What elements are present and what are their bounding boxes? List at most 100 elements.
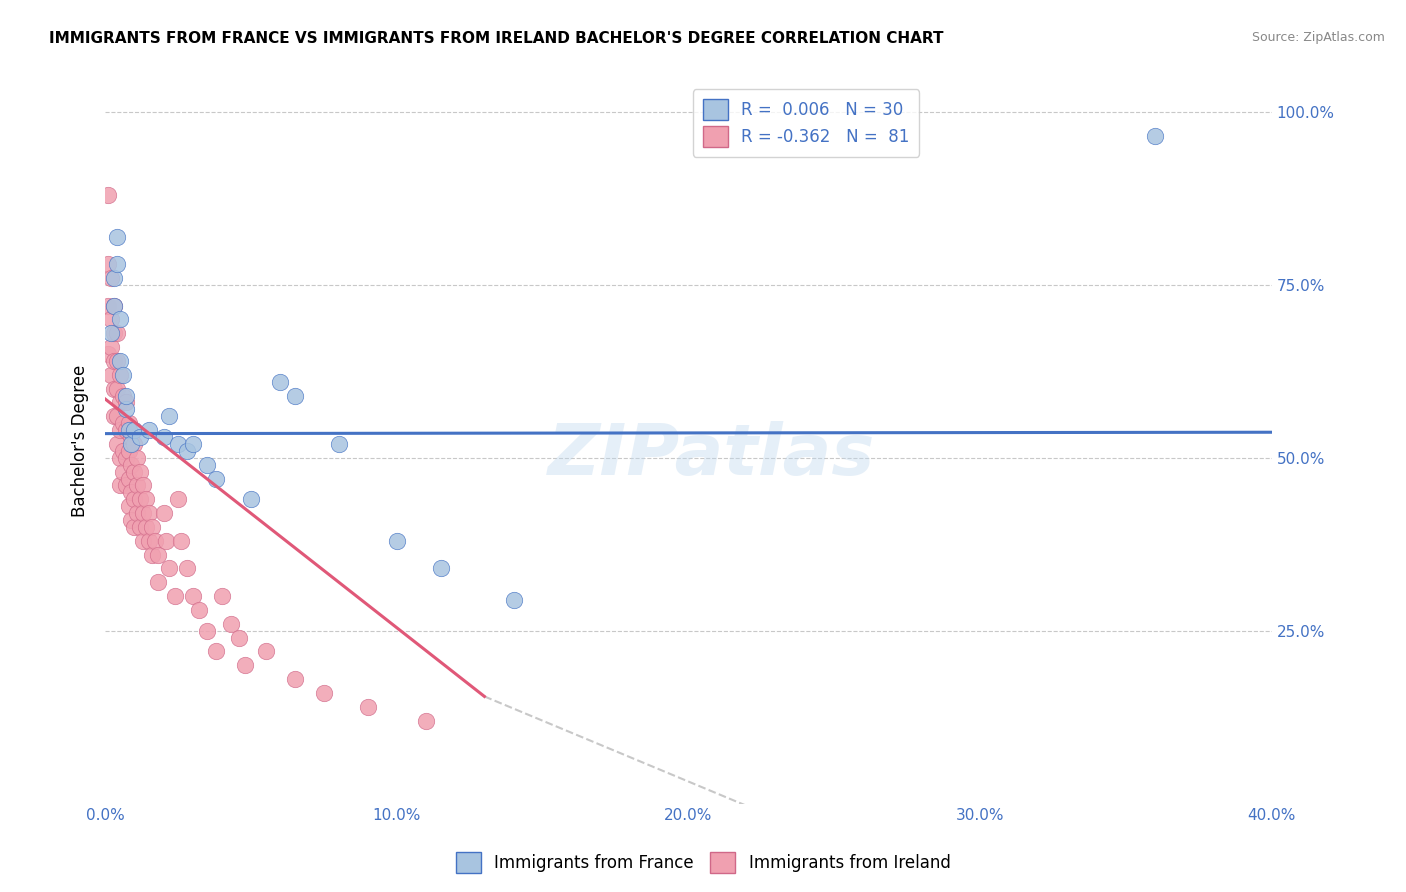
Point [111,465,134,479]
Point [187,603,209,617]
Point [114,478,136,492]
Point [111,368,134,382]
Point [211,589,233,603]
Point [138,423,160,437]
Point [105,229,128,244]
Legend: Immigrants from France, Immigrants from Ireland: Immigrants from France, Immigrants from … [449,846,957,880]
Point [157,409,180,424]
Point [117,423,139,437]
Point [152,506,174,520]
Point [205,644,228,658]
Point [124,423,146,437]
Point [205,472,228,486]
Point [385,533,408,548]
Point [97,188,120,202]
Point [240,492,263,507]
Point [105,409,128,424]
Point [228,631,250,645]
Y-axis label: Bachelor's Degree: Bachelor's Degree [72,365,89,516]
Point [127,506,149,520]
Point [146,548,169,562]
Point [114,395,136,409]
Point [111,388,134,402]
Point [103,326,125,341]
Point [181,437,204,451]
Point [312,686,335,700]
Point [152,430,174,444]
Point [105,326,128,341]
Point [135,492,157,507]
Point [124,465,146,479]
Point [129,465,152,479]
Point [103,382,125,396]
Point [97,347,120,361]
Point [124,437,146,451]
Point [108,450,131,465]
Point [97,299,120,313]
Point [103,354,125,368]
Point [121,485,143,500]
Point [100,368,122,382]
Point [108,312,131,326]
Point [141,520,163,534]
Point [103,271,125,285]
Point [143,533,166,548]
Point [167,437,190,451]
Point [100,326,122,341]
Point [124,520,146,534]
Point [121,437,143,451]
Point [108,395,131,409]
Point [415,714,437,728]
Text: ZIPatlas: ZIPatlas [548,420,876,490]
Point [129,520,152,534]
Point [108,354,131,368]
Point [124,492,146,507]
Point [141,548,163,562]
Point [111,443,134,458]
Point [1144,129,1167,144]
Point [429,561,451,575]
Point [97,257,120,271]
Point [121,458,143,472]
Point [157,561,180,575]
Legend: R =  0.006   N = 30, R = -0.362   N =  81: R = 0.006 N = 30, R = -0.362 N = 81 [693,89,920,157]
Point [284,672,307,686]
Point [121,513,143,527]
Point [105,437,128,451]
Point [146,575,169,590]
Point [176,443,198,458]
Point [108,478,131,492]
Point [105,382,128,396]
Point [195,624,218,638]
Point [357,699,380,714]
Point [138,506,160,520]
Point [129,430,152,444]
Text: IMMIGRANTS FROM FRANCE VS IMMIGRANTS FROM IRELAND BACHELOR'S DEGREE CORRELATION : IMMIGRANTS FROM FRANCE VS IMMIGRANTS FRO… [49,31,943,46]
Point [129,492,152,507]
Point [284,388,307,402]
Point [127,478,149,492]
Point [176,561,198,575]
Point [111,416,134,430]
Point [108,423,131,437]
Point [114,402,136,417]
Point [132,478,155,492]
Point [138,533,160,548]
Point [108,368,131,382]
Point [117,500,139,514]
Point [121,430,143,444]
Point [103,409,125,424]
Point [170,533,193,548]
Point [195,458,218,472]
Point [100,340,122,354]
Point [114,423,136,437]
Point [117,416,139,430]
Point [117,472,139,486]
Point [155,533,177,548]
Point [219,616,242,631]
Point [135,520,157,534]
Point [132,533,155,548]
Point [114,388,136,402]
Point [117,443,139,458]
Point [127,450,149,465]
